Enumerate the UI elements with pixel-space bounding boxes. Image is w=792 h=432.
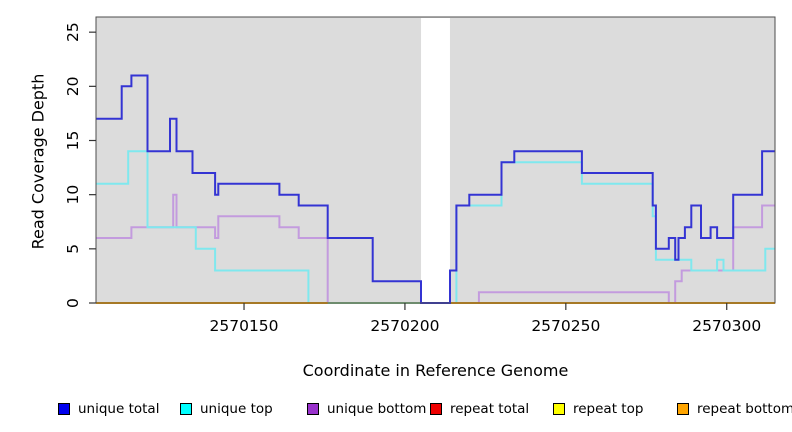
legend-label: unique top xyxy=(200,401,273,417)
legend-item-repeat-bottom: repeat bottom xyxy=(677,398,792,420)
legend-item-unique-total: unique total xyxy=(58,398,159,420)
x-axis-title: Coordinate in Reference Genome xyxy=(302,361,569,380)
legend-item-unique-bottom: unique bottom xyxy=(307,398,426,420)
y-tick-label: 20 xyxy=(64,76,82,96)
legend-item-repeat-top: repeat top xyxy=(553,398,643,420)
legend-swatch-icon xyxy=(307,403,319,415)
y-axis-title: Read Coverage Depth xyxy=(28,73,48,250)
y-tick-label: 25 xyxy=(64,22,82,42)
x-tick-label: 2570200 xyxy=(370,317,439,335)
legend-label: unique bottom xyxy=(327,401,427,417)
y-tick-label: 5 xyxy=(64,244,82,254)
legend-swatch-icon xyxy=(430,403,442,415)
y-tick-label: 10 xyxy=(64,185,82,205)
legend-item-unique-top: unique top xyxy=(180,398,273,420)
legend-label: repeat bottom xyxy=(697,401,792,417)
y-tick-label: 15 xyxy=(64,131,82,151)
series-unique-total xyxy=(96,74,775,304)
legend: unique total unique top unique bottom repea… xyxy=(0,398,792,422)
x-tick-label: 2570300 xyxy=(692,317,761,335)
series-unique-top xyxy=(96,150,775,304)
legend-item-repeat-total: repeat total xyxy=(430,398,529,420)
legend-label: repeat total xyxy=(450,401,530,417)
coverage-gap-region xyxy=(421,18,450,302)
legend-swatch-icon xyxy=(677,403,689,415)
plot-panel-border xyxy=(95,16,776,304)
legend-label: unique total xyxy=(78,401,160,417)
x-tick-label: 2570250 xyxy=(531,317,600,335)
x-tick-label: 2570150 xyxy=(210,317,279,335)
legend-swatch-icon xyxy=(553,403,565,415)
legend-swatch-icon xyxy=(58,403,70,415)
y-tick-label: 0 xyxy=(64,298,82,308)
legend-label: repeat top xyxy=(573,401,644,417)
legend-swatch-icon xyxy=(180,403,192,415)
series-unique-bottom xyxy=(96,193,775,304)
